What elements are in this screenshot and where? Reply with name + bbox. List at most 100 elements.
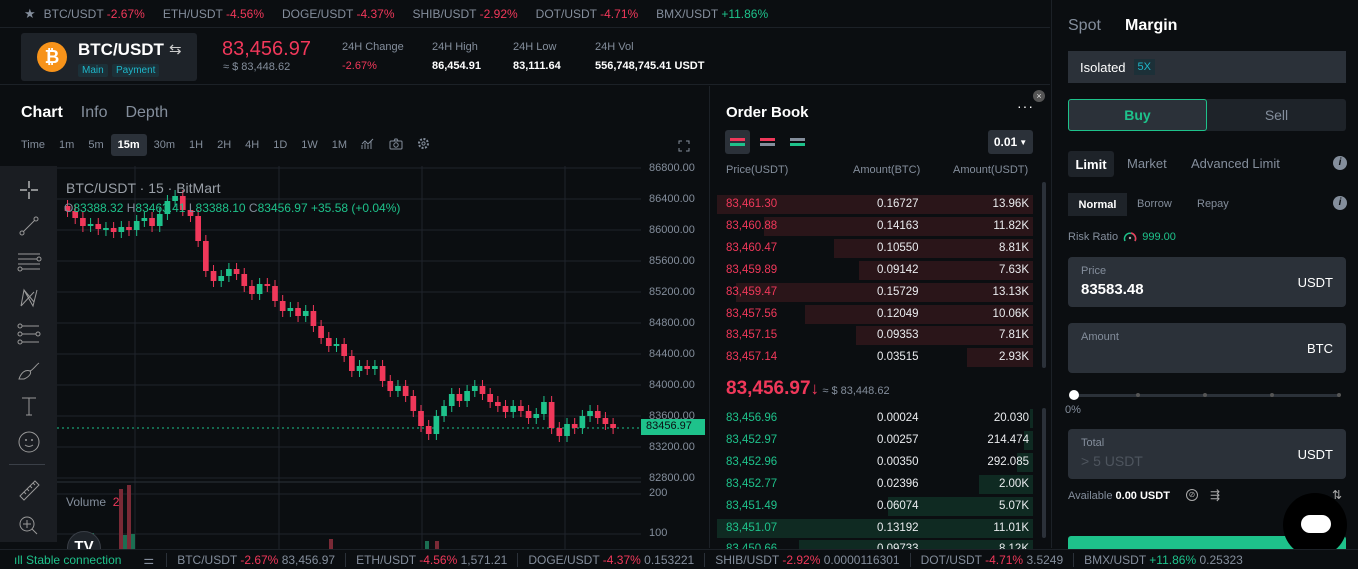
ask-row[interactable]: 83,459.89 0.09142 7.63K [717,260,1033,280]
pair-selector[interactable]: ₿ BTC/USDT ⇆ Main Payment [21,33,197,81]
horizontal-lines-icon[interactable] [0,244,57,280]
tf-2h[interactable]: 2H [217,139,232,151]
tab-spot[interactable]: Spot [1068,17,1101,34]
bid-row[interactable]: 83,452.77 0.02396 2.00K [717,474,1033,494]
subtype-normal[interactable]: Normal [1068,193,1127,216]
tf-1M[interactable]: 1M [331,139,348,151]
price-unit: USDT [1297,275,1333,290]
tab-depth[interactable]: Depth [125,104,169,121]
price-axis[interactable]: 86800.00 86400.00 86000.00 85600.00 8520… [641,162,709,549]
row-price: 83,456.96 [726,412,778,424]
ticker-item[interactable]: DOT/USDT -4.71% [535,6,639,21]
tf-15m[interactable]: 15m [110,134,147,156]
ticker-item[interactable]: BMX/USDT +11.86% [656,6,769,21]
col-amount-btc: Amount(BTC) [853,164,921,176]
order-type-market[interactable]: Market [1127,156,1167,171]
transfer-icon[interactable]: ⇶ [1210,488,1221,502]
info-icon[interactable]: i [1333,156,1347,170]
ticker-item[interactable]: DOGE/USDT -4.37% [282,6,395,21]
ticker-settings-icon[interactable]: ⚌ [131,552,168,567]
view-both-button[interactable] [725,130,750,154]
total-input[interactable]: Total > 5 USDT USDT [1068,429,1346,479]
ask-row[interactable]: 83,457.14 0.03515 2.93K [717,347,1033,368]
tf-5m[interactable]: 5m [88,139,104,151]
bottom-ticker[interactable]: BTC/USDT -2.67% 83,456.97 [167,552,347,567]
tf-1d[interactable]: 1D [273,139,288,151]
view-bids-button[interactable] [785,130,810,157]
ask-row[interactable]: 83,457.15 0.09353 7.81K [717,325,1033,346]
convert-icon[interactable]: ⊘ [1186,489,1198,501]
order-type-advanced-limit[interactable]: Advanced Limit [1191,156,1280,171]
tf-4h[interactable]: 4H [245,139,260,151]
tf-1h[interactable]: 1H [189,139,204,151]
amount-input[interactable]: Amount BTC [1068,323,1346,373]
bids-scrollbar[interactable] [1042,408,1046,538]
tab-info[interactable]: Info [80,104,108,121]
bottom-ticker[interactable]: DOGE/USDT -4.37% 0.153221 [518,552,706,567]
bid-row[interactable]: 83,452.97 0.00257 214.474 [717,430,1033,450]
bid-row[interactable]: 83,451.07 0.13192 11.01K [717,518,1033,538]
subtype-repay[interactable]: Repay [1197,198,1229,210]
swap-icon[interactable]: ⇆ [169,41,182,58]
amount-slider[interactable] [1069,390,1341,400]
settings-gear-icon[interactable] [410,132,437,158]
depth-bar [1029,409,1033,428]
tf-time[interactable]: Time [21,139,46,151]
info-icon[interactable]: i [1333,196,1347,210]
more-options-icon[interactable]: ··· [1017,98,1034,114]
indicators-icon[interactable] [354,133,382,158]
buy-button[interactable]: Buy [1068,99,1207,131]
ask-row[interactable]: 83,460.88 0.14163 11.82K [717,216,1033,236]
ticker-item[interactable]: ETH/USDT -4.56% [162,6,264,21]
favorite-star-icon[interactable]: ★ [24,5,36,21]
precision-dropdown[interactable]: 0.01 ▼ [988,130,1033,154]
price-value[interactable]: 83583.48 [1081,281,1144,298]
ask-row[interactable]: 83,460.47 0.10550 8.81K [717,238,1033,258]
asks-scrollbar[interactable] [1042,182,1046,368]
tf-1m[interactable]: 1m [59,139,75,151]
zoom-in-icon[interactable] [0,508,57,544]
bottom-ticker[interactable]: BMX/USDT +11.86% 0.25323 [1084,552,1243,567]
price-input[interactable]: Price 83583.48 USDT [1068,257,1346,307]
bid-row[interactable]: 83,456.96 0.00024 20.030 [717,408,1033,428]
row-amount: 0.06074 [877,499,919,512]
fib-retracement-icon[interactable] [0,316,57,352]
close-icon[interactable]: × [1033,90,1045,102]
order-type-limit[interactable]: Limit [1068,151,1114,177]
emoji-icon[interactable] [0,424,57,460]
pattern-icon[interactable] [0,280,57,316]
bottom-ticker[interactable]: ETH/USDT -4.56% 1,571.21 [346,552,519,567]
leverage-badge[interactable]: 5X [1133,59,1156,75]
trend-line-icon[interactable] [0,208,57,244]
ruler-icon[interactable] [0,472,57,508]
fullscreen-icon[interactable] [678,140,690,155]
sell-button[interactable]: Sell [1264,107,1289,123]
bid-row[interactable]: 83,451.49 0.06074 5.07K [717,496,1033,516]
bottom-ticker[interactable]: DOT/USDT -4.71% 3.5249 [911,552,1075,567]
swap-arrows-icon[interactable]: ⇅ [1332,488,1343,502]
ask-row[interactable]: 83,457.56 0.12049 10.06K [717,304,1033,324]
slider-handle[interactable] [1069,390,1079,400]
ticker-item[interactable]: SHIB/USDT -2.92% [412,6,518,21]
buy-submit-button[interactable] [1068,536,1346,550]
bottom-ticker[interactable]: SHIB/USDT -2.92% 0.0000116301 [705,552,911,567]
y-tick: 85200.00 [649,286,695,298]
chat-support-button[interactable] [1283,493,1347,557]
view-asks-button[interactable] [755,130,780,157]
subtype-borrow[interactable]: Borrow [1137,198,1172,210]
tf-30m[interactable]: 30m [153,139,176,151]
brush-icon[interactable] [0,352,57,388]
ask-row[interactable]: 83,461.30 0.16727 13.96K [717,194,1033,214]
ask-row[interactable]: 83,459.47 0.15729 13.13K [717,282,1033,302]
candlestick-chart[interactable]: BTC/USDT · 15 · BitMart O83388.32 H83463… [57,166,641,565]
ticker-item[interactable]: BTC/USDT -2.67% [43,6,145,21]
tab-margin[interactable]: Margin [1125,17,1178,34]
tab-chart[interactable]: Chart [21,104,63,121]
camera-icon[interactable] [382,133,410,158]
bid-row[interactable]: 83,452.96 0.00350 292.085 [717,452,1033,472]
depth-bar [979,474,1033,494]
margin-mode-selector[interactable]: Isolated 5X [1068,51,1346,83]
crosshair-icon[interactable] [0,172,57,208]
tf-1w[interactable]: 1W [301,139,318,151]
text-icon[interactable] [0,388,57,424]
